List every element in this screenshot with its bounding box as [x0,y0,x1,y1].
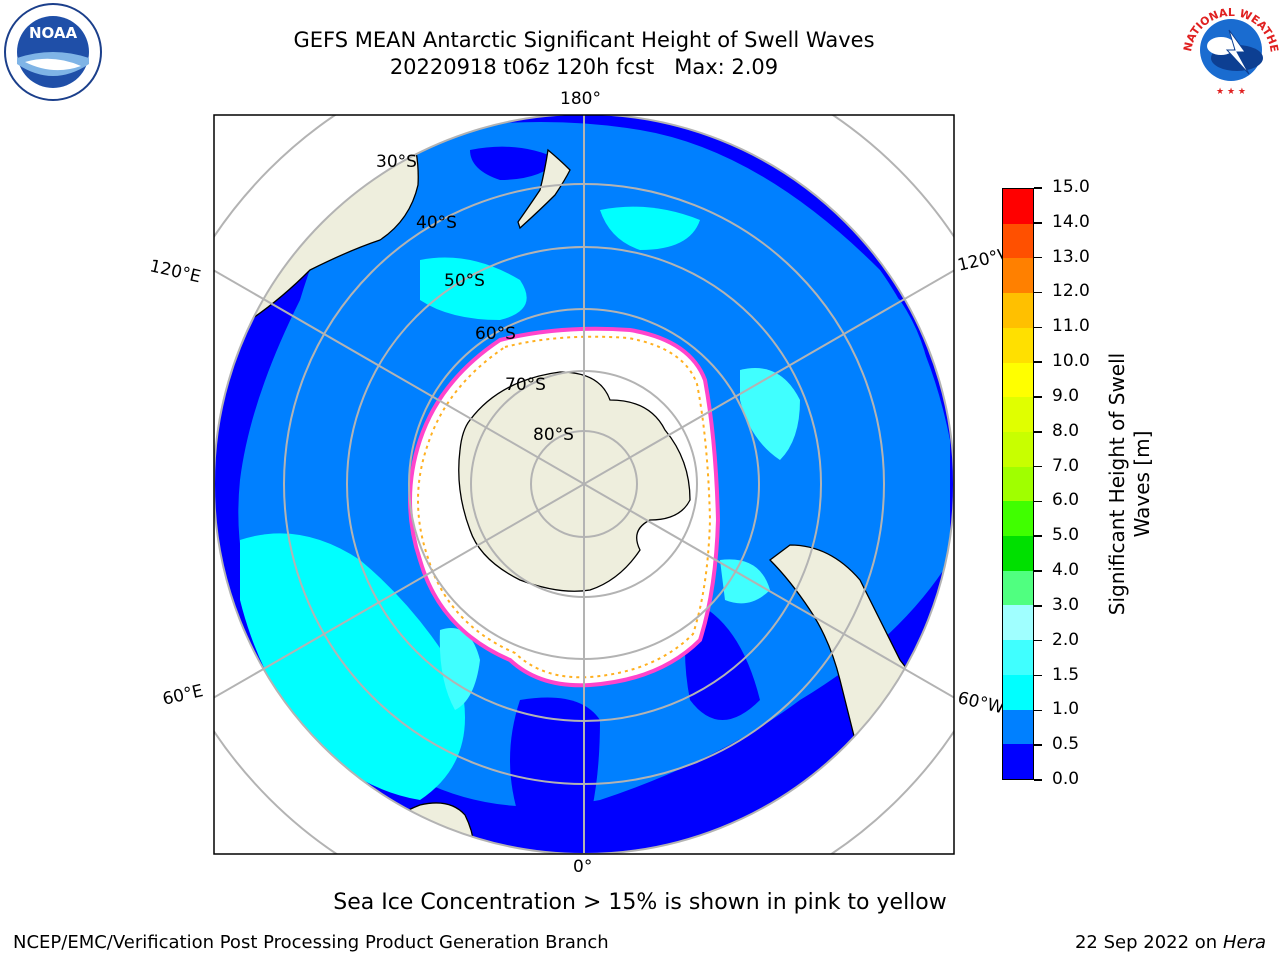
colorbar-segment [1003,189,1033,224]
colorbar-segment [1003,327,1033,363]
colorbar-tick [1034,709,1042,712]
colorbar-tick [1034,639,1042,642]
colorbar-segment [1003,258,1033,294]
lat-label-60s: 60°S [475,324,516,344]
colorbar-tick-label: 1.5 [1052,664,1080,685]
swell-1.0-1.5-region [420,257,527,320]
colorbar-tick-label: 4.0 [1052,560,1080,581]
chart-title: GEFS MEAN Antarctic Significant Height o… [293,28,875,52]
colorbar-tick-label: 6.0 [1052,490,1080,511]
colorbar-tick-label: 1.0 [1052,699,1080,720]
colorbar-tick-label: 8.0 [1052,420,1080,441]
nws-logo-icon: NATIONAL WEATHER SERVICE ★ ★ ★ [1178,0,1280,97]
colorbar-tick-label: 13.0 [1052,246,1090,267]
colorbar-tick [1034,744,1042,746]
colorbar-segment [1003,536,1033,571]
antarctica-landmass [458,371,691,592]
lon-label-0: 0° [573,857,593,877]
colorbar-segment [1003,431,1033,467]
colorbar-tick-label: 15.0 [1052,177,1090,197]
footer-date-text: 22 Sep 2022 on [1074,932,1218,953]
swell-1.5-2.0-region [740,368,800,460]
colorbar-tick-label: 14.0 [1052,211,1090,232]
sea-ice-edge-yellow [417,335,712,679]
colorbar-segment [1003,223,1033,259]
colorbar-segment [1003,293,1033,328]
colorbar-tick-label: 7.0 [1052,455,1080,476]
colorbar [1002,188,1034,780]
colorbar-tick-label: 0.5 [1052,734,1080,755]
colorbar-tick-label: 12.0 [1052,281,1090,302]
colorbar-segment [1003,466,1033,502]
lat-label-50s: 50°S [444,271,485,291]
colorbar-segment [1003,397,1033,432]
noaa-logo-text: NOAA [29,24,78,42]
colorbar-segment [1003,570,1033,606]
sea-ice-caption: Sea Ice Concentration > 15% is shown in … [333,890,947,915]
colorbar-segment [1003,744,1033,779]
colorbar-tick-label: 9.0 [1052,385,1080,406]
colorbar-tick [1034,779,1042,781]
colorbar-tick [1034,291,1042,294]
colorbar-tick-label: 10.0 [1052,351,1090,372]
swell-0.5-1.0-region [720,245,932,430]
swell-0-0.5-patch [470,146,560,180]
footer-host: Hera [1222,932,1266,953]
colorbar-tick-label: 0.0 [1052,769,1080,789]
colorbar-segment [1003,640,1033,675]
new-zealand-landmass [517,148,571,230]
lat-label-40s: 40°S [416,213,457,233]
colorbar-title: Significant Height of Swell Waves [m] [1105,352,1154,616]
colorbar-tick [1034,361,1042,363]
colorbar-segment [1003,605,1033,641]
colorbar-tick [1034,256,1042,259]
swell-1.0-1.5-region [600,206,700,250]
colorbar-tick [1034,187,1042,189]
swell-1.0-1.5-region [240,533,465,800]
svg-text:★ ★ ★: ★ ★ ★ [1216,87,1246,97]
lat-label-30s: 30°S [376,152,417,172]
colorbar-tick [1034,396,1042,398]
colorbar-tick-label: 2.0 [1052,629,1080,650]
colorbar-tick-label: 5.0 [1052,525,1080,546]
map-frame [213,114,955,855]
footer-date: 22 Sep 2022 on Hera [1075,932,1266,953]
colorbar-segment [1003,501,1033,537]
colorbar-segment [1003,362,1033,398]
colorbar-segment [1003,709,1033,745]
colorbar-tick [1034,431,1042,433]
graticule [214,115,954,854]
colorbar-tick [1034,605,1042,607]
colorbar-tick [1034,326,1042,329]
noaa-logo-icon: NOAA [4,3,102,101]
colorbar-segment [1003,674,1033,710]
lat-label-70s: 70°S [505,375,546,395]
colorbar-tick [1034,465,1042,468]
colorbar-tick-label: 3.0 [1052,594,1080,615]
footer-credit: NCEP/EMC/Verification Post Processing Pr… [13,932,609,953]
lat-label-80s: 80°S [533,425,574,445]
colorbar-tick [1034,500,1042,503]
colorbar-tick-label: 11.0 [1052,316,1090,337]
colorbar-tick [1034,535,1042,537]
swell-0-0.5-patch [510,697,600,850]
colorbar-tick [1034,222,1042,224]
colorbar-tick [1034,570,1042,572]
chart-subtitle: 20220918 t06z 120h fcst Max: 2.09 [389,55,779,79]
colorbar-tick [1034,674,1042,677]
swell-1.5-2.0-region [439,628,480,710]
lon-label-180: 180° [560,89,601,109]
